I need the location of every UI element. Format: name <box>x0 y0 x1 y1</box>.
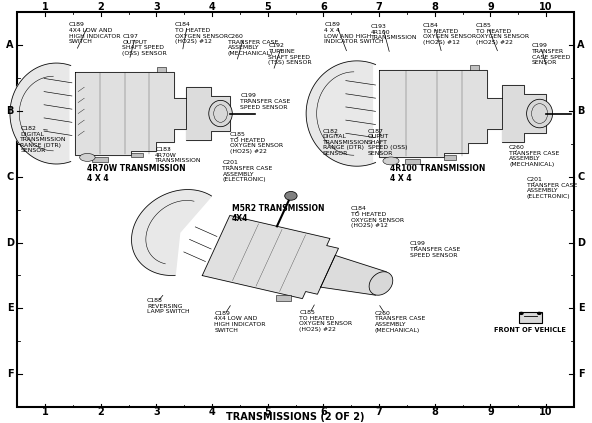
Text: 6: 6 <box>320 407 327 417</box>
Bar <box>443 155 456 159</box>
Text: C260
TRANSFER CASE
ASSEMBLY
(MECHANICAL): C260 TRANSFER CASE ASSEMBLY (MECHANICAL) <box>375 311 425 332</box>
Text: 7: 7 <box>376 3 382 12</box>
Ellipse shape <box>369 272 392 295</box>
Text: C192
TURBINE
SHAFT SPEED
(TSS) SENSOR: C192 TURBINE SHAFT SPEED (TSS) SENSOR <box>268 43 312 65</box>
Text: 7: 7 <box>376 407 382 417</box>
Text: C: C <box>577 172 585 182</box>
Text: 6: 6 <box>320 3 327 12</box>
Bar <box>405 159 420 165</box>
Text: C260
TRANSFER CASE
ASSEMBLY
(MECHANICAL): C260 TRANSFER CASE ASSEMBLY (MECHANICAL) <box>509 145 559 167</box>
Text: C185
TO HEATED
OXYGEN SENSOR
(HO2S) #22: C185 TO HEATED OXYGEN SENSOR (HO2S) #22 <box>230 132 282 154</box>
Text: E: E <box>578 303 584 313</box>
Text: C185
TO HEATED
OXYGEN SENSOR
(HO2S) #22: C185 TO HEATED OXYGEN SENSOR (HO2S) #22 <box>299 310 352 332</box>
Text: 1: 1 <box>41 3 49 12</box>
Text: 8: 8 <box>432 3 438 12</box>
Polygon shape <box>75 72 186 155</box>
Polygon shape <box>306 61 375 166</box>
Text: F: F <box>7 369 14 379</box>
Text: C189
4X4 LOW AND
HIGH INDICATOR
SWITCH: C189 4X4 LOW AND HIGH INDICATOR SWITCH <box>69 22 121 44</box>
Circle shape <box>285 192 297 200</box>
Ellipse shape <box>383 157 399 165</box>
Polygon shape <box>186 87 230 140</box>
Text: C184
TO HEATED
OXYGEN SENSOR
(HO2S) #12: C184 TO HEATED OXYGEN SENSOR (HO2S) #12 <box>423 23 476 45</box>
Text: C183
4R70W
TRANSMISSION: C183 4R70W TRANSMISSION <box>155 147 202 163</box>
Ellipse shape <box>209 100 232 127</box>
Text: 1: 1 <box>41 407 49 417</box>
Text: 4: 4 <box>209 3 215 12</box>
Text: C: C <box>7 172 14 182</box>
Bar <box>470 65 480 70</box>
Text: F: F <box>578 369 584 379</box>
Text: 3: 3 <box>153 407 160 417</box>
Polygon shape <box>503 85 546 142</box>
Text: 4R100 TRANSMISSION
4 X 4: 4R100 TRANSMISSION 4 X 4 <box>390 164 485 183</box>
Text: 9: 9 <box>487 3 494 12</box>
Ellipse shape <box>527 99 552 128</box>
Text: C188
REVERSING
LAMP SWITCH: C188 REVERSING LAMP SWITCH <box>147 298 189 314</box>
Text: FRONT OF VEHICLE: FRONT OF VEHICLE <box>494 327 567 332</box>
Text: C189
4X4 LOW AND
HIGH INDICATOR
SWITCH: C189 4X4 LOW AND HIGH INDICATOR SWITCH <box>214 311 266 332</box>
Text: 8: 8 <box>432 407 438 417</box>
Polygon shape <box>379 70 503 157</box>
Text: C201
TRANSFER CASE
ASSEMBLY
(ELECTRONIC): C201 TRANSFER CASE ASSEMBLY (ELECTRONIC) <box>527 177 577 199</box>
Bar <box>276 295 291 300</box>
Text: 2: 2 <box>97 407 104 417</box>
Text: 10: 10 <box>539 407 553 417</box>
Text: C182
DIGITAL
TRANSMISSION
RANGE (DTR)
SENSOR: C182 DIGITAL TRANSMISSION RANGE (DTR) SE… <box>323 129 369 156</box>
Text: 3: 3 <box>153 3 160 12</box>
Bar <box>157 67 166 72</box>
Text: A: A <box>577 40 585 50</box>
Text: 4R70W TRANSMISSION
4 X 4: 4R70W TRANSMISSION 4 X 4 <box>87 164 185 183</box>
Text: E: E <box>7 303 14 313</box>
Text: C199
TRANSFER CASE
SPEED SENSOR: C199 TRANSFER CASE SPEED SENSOR <box>240 93 291 110</box>
Polygon shape <box>131 190 211 275</box>
Polygon shape <box>202 215 339 299</box>
Text: C184
TO HEATED
OXYGEN SENSOR
(HO2S) #12: C184 TO HEATED OXYGEN SENSOR (HO2S) #12 <box>175 22 228 44</box>
Text: C260
TRANSFER CASE
ASSEMBLY
(MECHANICAL): C260 TRANSFER CASE ASSEMBLY (MECHANICAL) <box>228 34 278 56</box>
Text: TRANSMISSIONS (2 OF 2): TRANSMISSIONS (2 OF 2) <box>226 412 365 422</box>
Text: C189
4 X 4
LOW AND HIGH
INDICATOR SWITCH: C189 4 X 4 LOW AND HIGH INDICATOR SWITCH <box>324 22 384 44</box>
Circle shape <box>519 312 524 315</box>
Bar <box>92 157 108 162</box>
Text: A: A <box>7 40 14 50</box>
Text: C182
DIGITAL
TRANSMISSION
RANGE (DTR)
SENSOR: C182 DIGITAL TRANSMISSION RANGE (DTR) SE… <box>20 126 67 154</box>
Text: B: B <box>577 106 585 116</box>
Text: C199
TRANSFER
CASE SPEED
SENSOR: C199 TRANSFER CASE SPEED SENSOR <box>532 43 570 65</box>
Circle shape <box>537 312 542 315</box>
Text: 4: 4 <box>209 407 215 417</box>
Text: C185
TO HEATED
OXYGEN SENSOR
(HO2S) #22: C185 TO HEATED OXYGEN SENSOR (HO2S) #22 <box>476 23 529 45</box>
Text: 5: 5 <box>265 407 271 417</box>
Text: C193
4R100
TRANSMISSION: C193 4R100 TRANSMISSION <box>371 24 417 40</box>
Text: C199
TRANSFER CASE
SPEED SENSOR: C199 TRANSFER CASE SPEED SENSOR <box>410 242 461 258</box>
Text: C201
TRANSFER CASE
ASSEMBLY
(ELECTRONIC): C201 TRANSFER CASE ASSEMBLY (ELECTRONIC) <box>223 160 273 182</box>
Polygon shape <box>321 255 387 295</box>
Text: D: D <box>6 238 14 247</box>
Bar <box>519 312 542 323</box>
Text: B: B <box>7 106 14 116</box>
Bar <box>131 153 143 157</box>
Text: 5: 5 <box>265 3 271 12</box>
Polygon shape <box>10 63 71 164</box>
Text: M5R2 TRANSMISSION
4X4: M5R2 TRANSMISSION 4X4 <box>232 204 324 223</box>
Text: 2: 2 <box>97 3 104 12</box>
Text: C184
TO HEATED
OXYGEN SENSOR
(HO2S) #12: C184 TO HEATED OXYGEN SENSOR (HO2S) #12 <box>351 206 404 228</box>
Text: C197
OUTPUT
SHAFT SPEED
(OSS) SENSOR: C197 OUTPUT SHAFT SPEED (OSS) SENSOR <box>122 34 167 56</box>
Ellipse shape <box>80 154 95 161</box>
Text: 9: 9 <box>487 407 494 417</box>
Text: D: D <box>577 238 585 247</box>
Text: C187
OUPUT
SHAFT
SPEED (OSS)
SENSOR: C187 OUPUT SHAFT SPEED (OSS) SENSOR <box>368 129 407 156</box>
Text: 10: 10 <box>539 3 553 12</box>
